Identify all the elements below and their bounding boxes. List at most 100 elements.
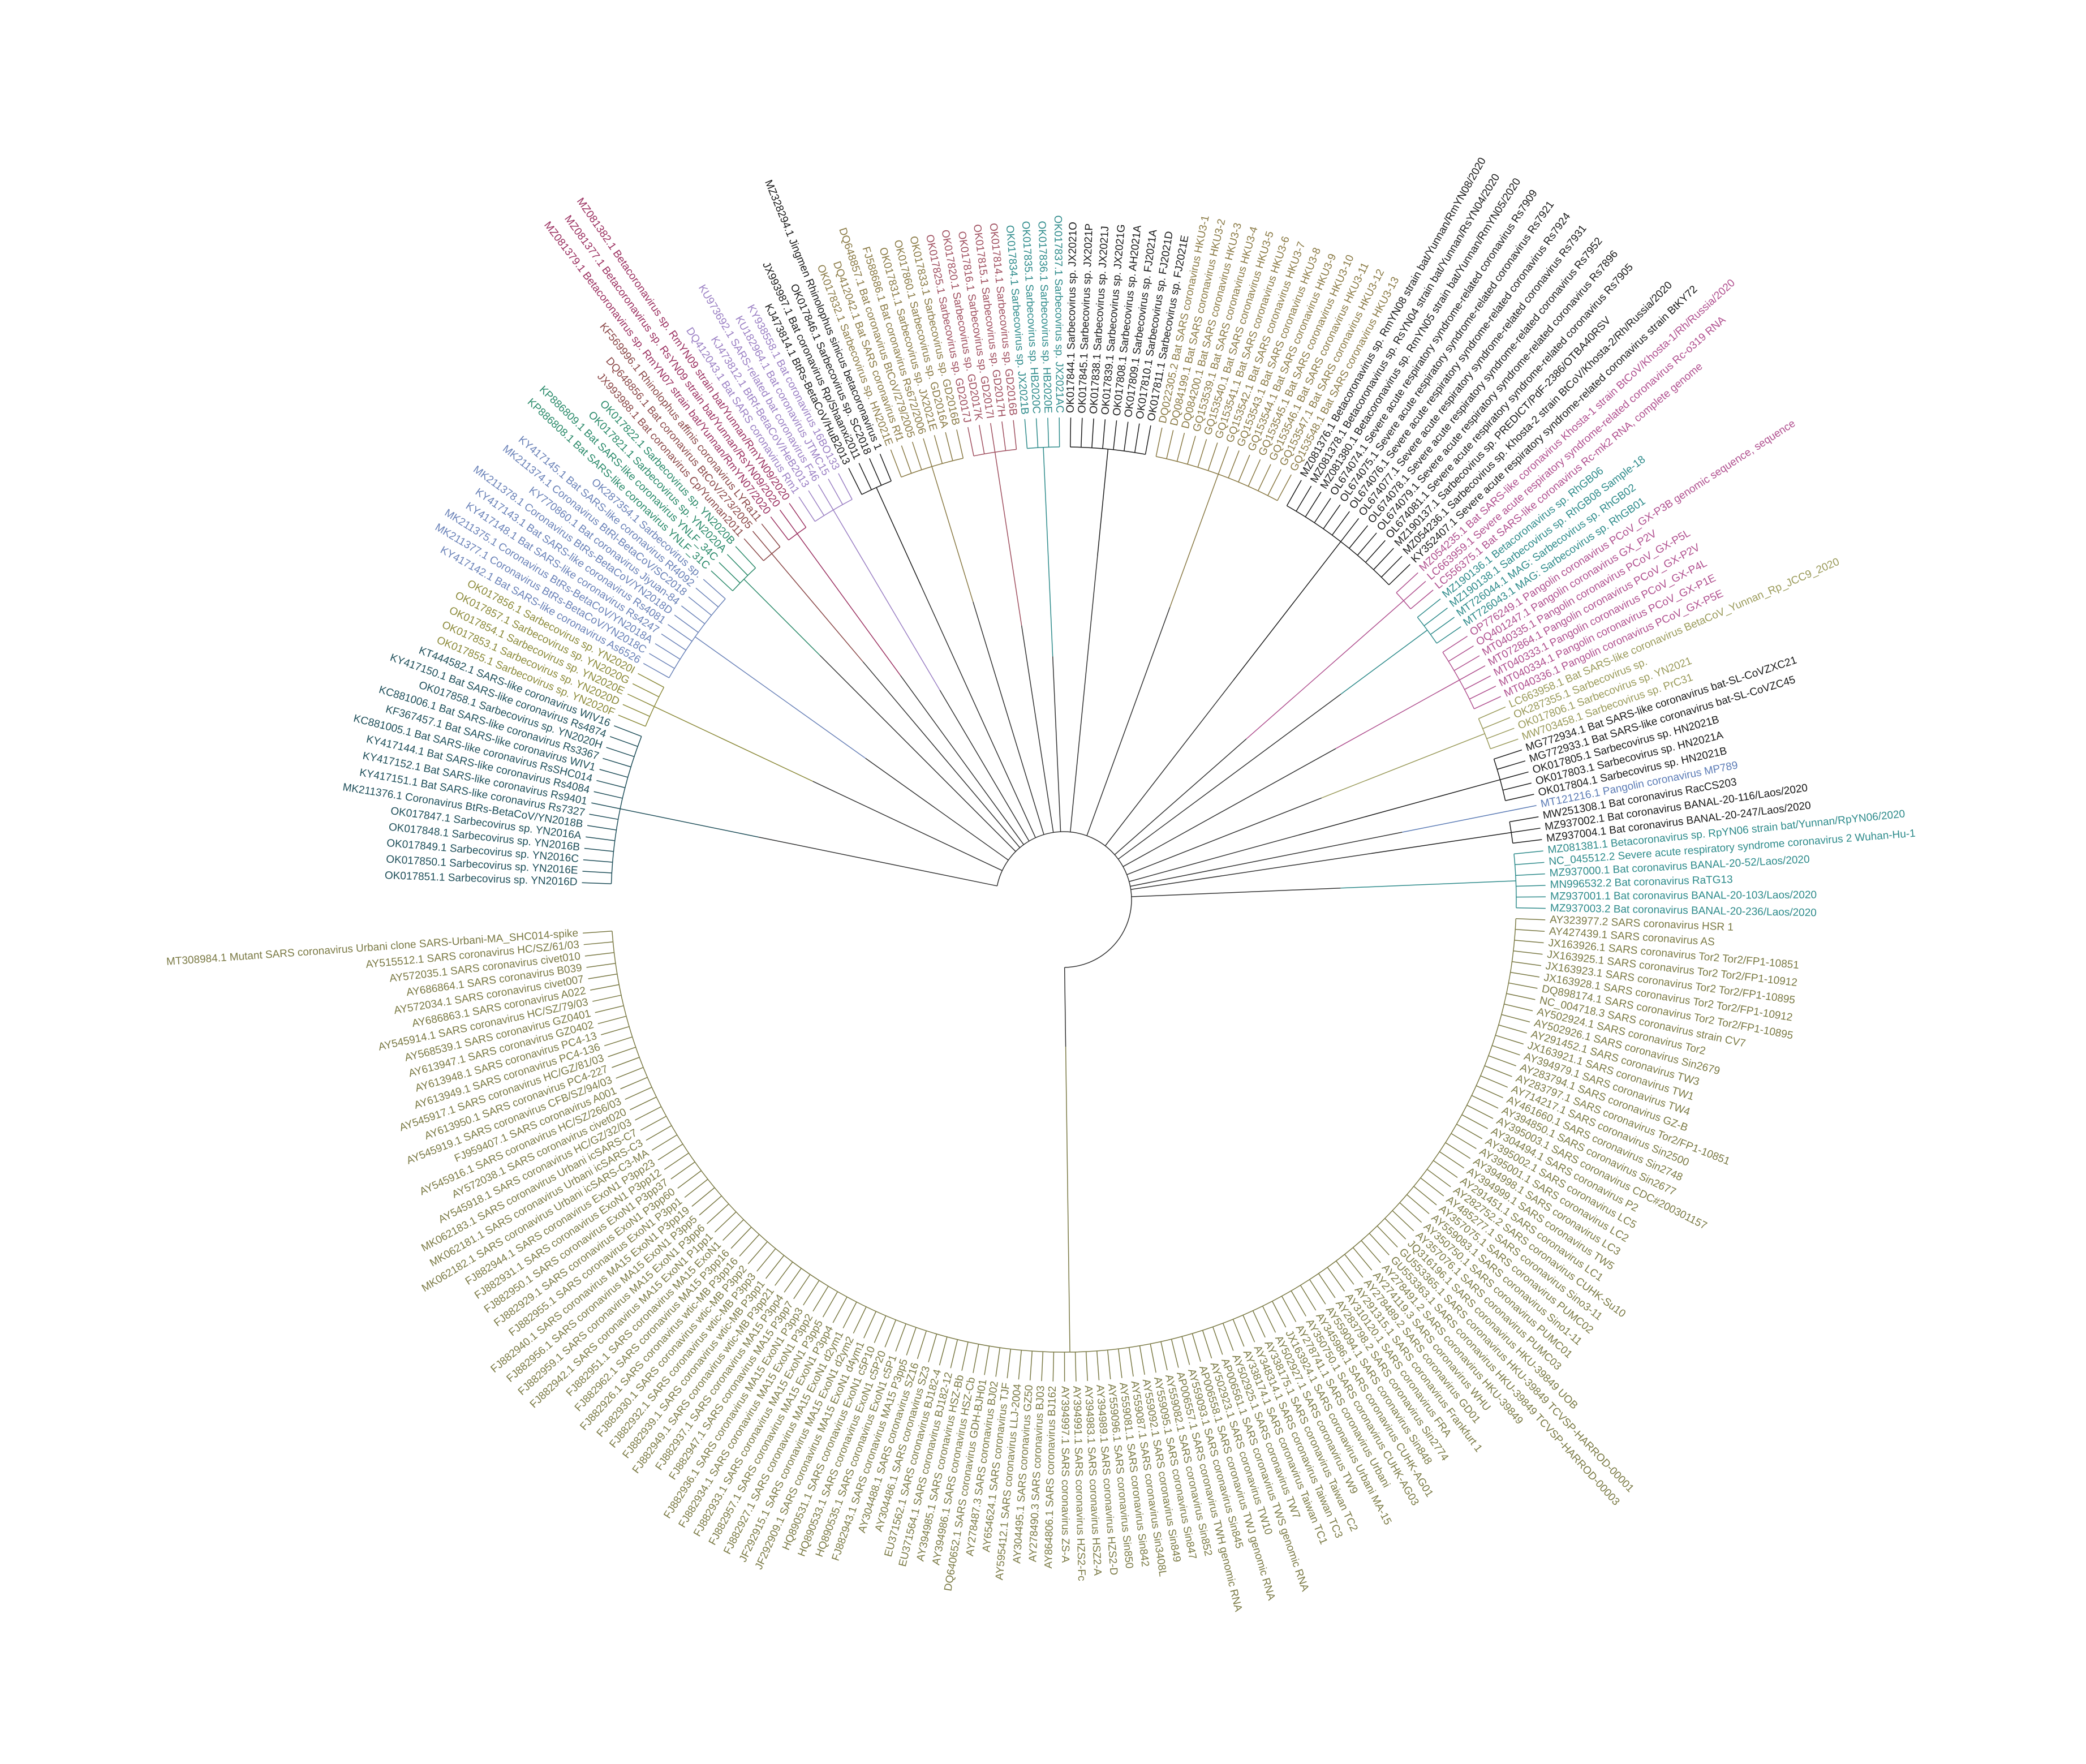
branch bbox=[1505, 794, 1534, 801]
branch bbox=[950, 1339, 958, 1369]
branch bbox=[1514, 940, 1544, 944]
branch bbox=[1516, 885, 1546, 887]
branch bbox=[620, 1077, 648, 1090]
branch bbox=[928, 1333, 937, 1362]
branch bbox=[1439, 1151, 1464, 1169]
backbone bbox=[1130, 832, 1403, 887]
branch bbox=[1491, 1045, 1520, 1056]
branch bbox=[1365, 540, 1386, 563]
clade-arc bbox=[1417, 617, 1438, 644]
branch bbox=[1413, 1186, 1437, 1206]
branch bbox=[1018, 1350, 1022, 1380]
branch bbox=[1218, 446, 1229, 475]
branch bbox=[1512, 961, 1542, 966]
branch bbox=[1399, 1202, 1422, 1223]
branch bbox=[608, 1047, 636, 1057]
backbone bbox=[1021, 625, 1054, 833]
branch bbox=[674, 614, 699, 633]
branch bbox=[1134, 423, 1140, 453]
branch bbox=[879, 453, 892, 481]
branch bbox=[1516, 907, 1546, 909]
branch bbox=[591, 802, 621, 810]
branch bbox=[1047, 418, 1050, 448]
branch bbox=[603, 758, 631, 768]
branch bbox=[1498, 1024, 1527, 1034]
branch bbox=[803, 1280, 820, 1306]
branch bbox=[1417, 599, 1441, 618]
clade-arc bbox=[1478, 718, 1491, 749]
branch bbox=[1369, 1233, 1390, 1255]
branch bbox=[765, 1255, 785, 1279]
branch bbox=[1171, 1339, 1179, 1368]
branch bbox=[1107, 1350, 1111, 1380]
branch bbox=[1024, 419, 1028, 449]
backbone bbox=[1070, 556, 1098, 832]
branch bbox=[1139, 1345, 1145, 1375]
branch bbox=[848, 468, 862, 495]
branch bbox=[640, 1116, 666, 1131]
branch bbox=[1464, 675, 1491, 690]
branch bbox=[612, 1057, 640, 1068]
branch bbox=[890, 449, 902, 477]
branch bbox=[1013, 420, 1017, 450]
branch bbox=[657, 1143, 683, 1160]
leaf-label: OK017837.1 Sarbecovirus sp. JX2021AC bbox=[1052, 215, 1065, 413]
branch bbox=[973, 1344, 979, 1373]
branch bbox=[1035, 418, 1039, 448]
branch bbox=[1176, 432, 1185, 462]
branch bbox=[812, 1285, 829, 1312]
branch bbox=[1085, 1351, 1088, 1381]
branch bbox=[1128, 1347, 1134, 1377]
branch bbox=[743, 538, 764, 561]
branch bbox=[961, 1341, 969, 1371]
branch bbox=[1410, 590, 1434, 609]
branch bbox=[609, 736, 638, 747]
backbone bbox=[920, 585, 1036, 838]
clade-stem bbox=[695, 636, 866, 759]
branch bbox=[1515, 929, 1545, 932]
branch bbox=[995, 1347, 1001, 1377]
branch bbox=[793, 1274, 811, 1300]
branch bbox=[967, 427, 974, 457]
branch bbox=[1469, 686, 1496, 700]
branch bbox=[1081, 418, 1083, 448]
branch bbox=[596, 780, 625, 789]
branch bbox=[584, 847, 614, 852]
branch bbox=[1207, 442, 1218, 471]
branch bbox=[1248, 459, 1261, 487]
branch bbox=[1262, 1306, 1276, 1333]
backbone bbox=[1130, 853, 1372, 890]
branch bbox=[1501, 1014, 1530, 1023]
branch bbox=[1474, 696, 1501, 709]
branch bbox=[1102, 419, 1106, 449]
branch bbox=[1181, 1336, 1190, 1365]
branch bbox=[1512, 839, 1542, 844]
branch bbox=[587, 825, 617, 831]
branch bbox=[1001, 421, 1007, 451]
branch bbox=[583, 931, 613, 934]
branch bbox=[1314, 498, 1331, 523]
clade-stem bbox=[1340, 880, 1516, 889]
branch bbox=[842, 1302, 857, 1328]
branch bbox=[1466, 1104, 1494, 1119]
clade-arc bbox=[973, 449, 1017, 457]
branch bbox=[874, 1315, 887, 1343]
branch bbox=[1515, 873, 1545, 876]
branch bbox=[978, 425, 985, 454]
clade-stem bbox=[1065, 1046, 1070, 1352]
root-arc bbox=[996, 831, 1132, 968]
branch bbox=[1155, 427, 1163, 457]
branch bbox=[1513, 950, 1543, 955]
branch bbox=[1318, 1273, 1336, 1298]
branch bbox=[1423, 608, 1448, 626]
branch bbox=[1305, 492, 1322, 518]
branch bbox=[1453, 655, 1480, 671]
clade-stem bbox=[1298, 779, 1500, 836]
branch bbox=[667, 624, 693, 642]
branch bbox=[1007, 1349, 1012, 1379]
branch bbox=[643, 662, 669, 678]
backbone bbox=[1104, 680, 1234, 846]
branch bbox=[1403, 580, 1426, 601]
branch bbox=[1187, 436, 1196, 464]
